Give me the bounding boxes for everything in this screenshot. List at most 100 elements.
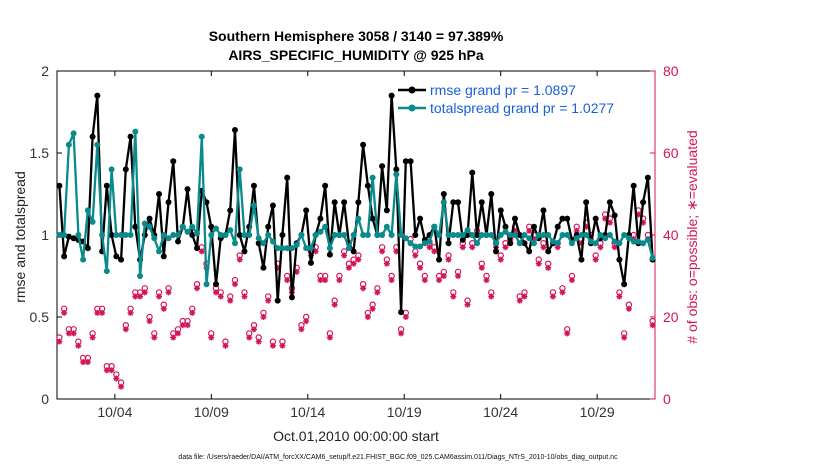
totalspread-point — [483, 232, 490, 238]
rmse-point — [502, 223, 509, 230]
totalspread-point — [236, 166, 243, 173]
y-left-tick-label: 1.5 — [30, 145, 50, 161]
rmse-point — [578, 256, 585, 263]
obs-evaluated-point — [535, 260, 542, 267]
rmse-point — [393, 166, 400, 173]
rmse-point — [146, 215, 153, 222]
totalspread-point — [298, 232, 305, 238]
obs-evaluated-point — [170, 334, 177, 341]
y-left-tick-label: 0 — [41, 391, 49, 407]
totalspread-point — [227, 227, 234, 234]
totalspread-point — [383, 223, 390, 230]
obs-evaluated-point — [146, 318, 153, 325]
rmse-point — [122, 166, 129, 173]
obs-evaluated-point — [431, 248, 438, 255]
totalspread-point — [345, 245, 352, 252]
totalspread-point — [141, 220, 148, 227]
totalspread-point — [70, 130, 77, 137]
y-left-tick-label: 2 — [41, 63, 49, 79]
rmse-point — [526, 248, 533, 255]
rmse-point — [303, 207, 310, 214]
totalspread-point — [331, 232, 338, 238]
obs-evaluated-point — [445, 256, 452, 263]
obs-evaluated-point — [70, 330, 77, 337]
obs-evaluated-point — [322, 277, 329, 284]
totalspread-point — [445, 232, 452, 238]
rmse-point — [545, 248, 552, 255]
obs-evaluated-point — [241, 293, 248, 300]
obs-evaluated-point — [212, 289, 219, 296]
totalspread-point — [644, 236, 651, 243]
rmse-point — [317, 215, 324, 222]
rmse-point — [440, 191, 447, 197]
rmse-point — [493, 248, 500, 255]
totalspread-point — [284, 245, 291, 252]
rmse-point — [559, 215, 566, 222]
totalspread-point — [426, 238, 433, 245]
obs-evaluated-point — [160, 305, 167, 312]
totalspread-point — [398, 232, 405, 238]
rmse-point — [554, 223, 561, 230]
totalspread-point — [165, 235, 172, 242]
y-right-tick-label: 60 — [663, 145, 679, 161]
obs-evaluated-point — [227, 297, 234, 304]
rmse-point — [450, 199, 457, 206]
obs-evaluated-point — [350, 260, 357, 267]
obs-evaluated-point — [165, 289, 172, 296]
chart-title-line1: Southern Hemisphere 3058 / 3140 = 97.389… — [209, 28, 504, 44]
obs-evaluated-point — [269, 342, 276, 349]
rmse-point — [160, 253, 167, 260]
obs-evaluated-point — [279, 342, 286, 349]
obs-evaluated-point — [326, 334, 333, 341]
totalspread-point — [374, 232, 381, 238]
obs-evaluated-point — [564, 330, 571, 337]
rmse-point — [127, 133, 134, 140]
totalspread-point — [440, 199, 447, 206]
rmse-point — [341, 199, 348, 206]
totalspread-point — [61, 232, 68, 238]
rmse-point — [326, 251, 333, 258]
obs-evaluated-point — [198, 248, 205, 255]
totalspread-point — [564, 232, 571, 238]
obs-evaluated-point — [450, 293, 457, 300]
totalspread-point — [99, 232, 106, 238]
totalspread-point — [412, 243, 419, 250]
x-axis-label: Oct.01,2010 00:00:00 start — [273, 428, 439, 444]
totalspread-point — [559, 232, 566, 238]
obs-evaluated-point — [156, 293, 163, 300]
totalspread-point — [156, 248, 163, 255]
obs-evaluated-point — [345, 264, 352, 271]
totalspread-point — [65, 141, 72, 148]
rmse-point — [379, 163, 386, 170]
totalspread-point — [587, 238, 594, 245]
legend: rmse grand pr = 1.0897 totalspread grand… — [398, 82, 614, 116]
obs-evaluated-point — [559, 289, 566, 296]
rmse-point — [540, 207, 547, 214]
obs-evaluated-point — [189, 309, 196, 316]
totalspread-point — [146, 223, 153, 230]
totalspread-point — [293, 241, 300, 248]
totalspread-point — [288, 245, 295, 252]
totalspread-point — [549, 238, 556, 245]
obs-evaluated-point — [75, 342, 82, 349]
totalspread-point — [507, 232, 514, 238]
totalspread-point — [137, 273, 144, 279]
obs-evaluated-point — [208, 334, 215, 341]
obs-evaluated-point — [255, 338, 262, 345]
y-axis-left: 0 0.5 1 1.5 2 — [30, 63, 62, 407]
totalspread-point — [322, 223, 329, 230]
obs-evaluated-point — [231, 281, 238, 288]
rmse-point — [611, 212, 618, 219]
totalspread-point — [573, 235, 580, 242]
totalspread-point — [488, 232, 495, 238]
totalspread-point — [307, 245, 314, 252]
rmse-point — [132, 223, 139, 230]
totalspread-point — [436, 232, 443, 238]
obs-evaluated-point — [497, 256, 504, 263]
rmse-point — [170, 158, 177, 165]
totalspread-point — [80, 256, 87, 263]
obs-evaluated-point — [545, 264, 552, 271]
totalspread-point — [407, 240, 414, 247]
totalspread-point — [402, 235, 409, 242]
totalspread-point — [336, 232, 343, 238]
